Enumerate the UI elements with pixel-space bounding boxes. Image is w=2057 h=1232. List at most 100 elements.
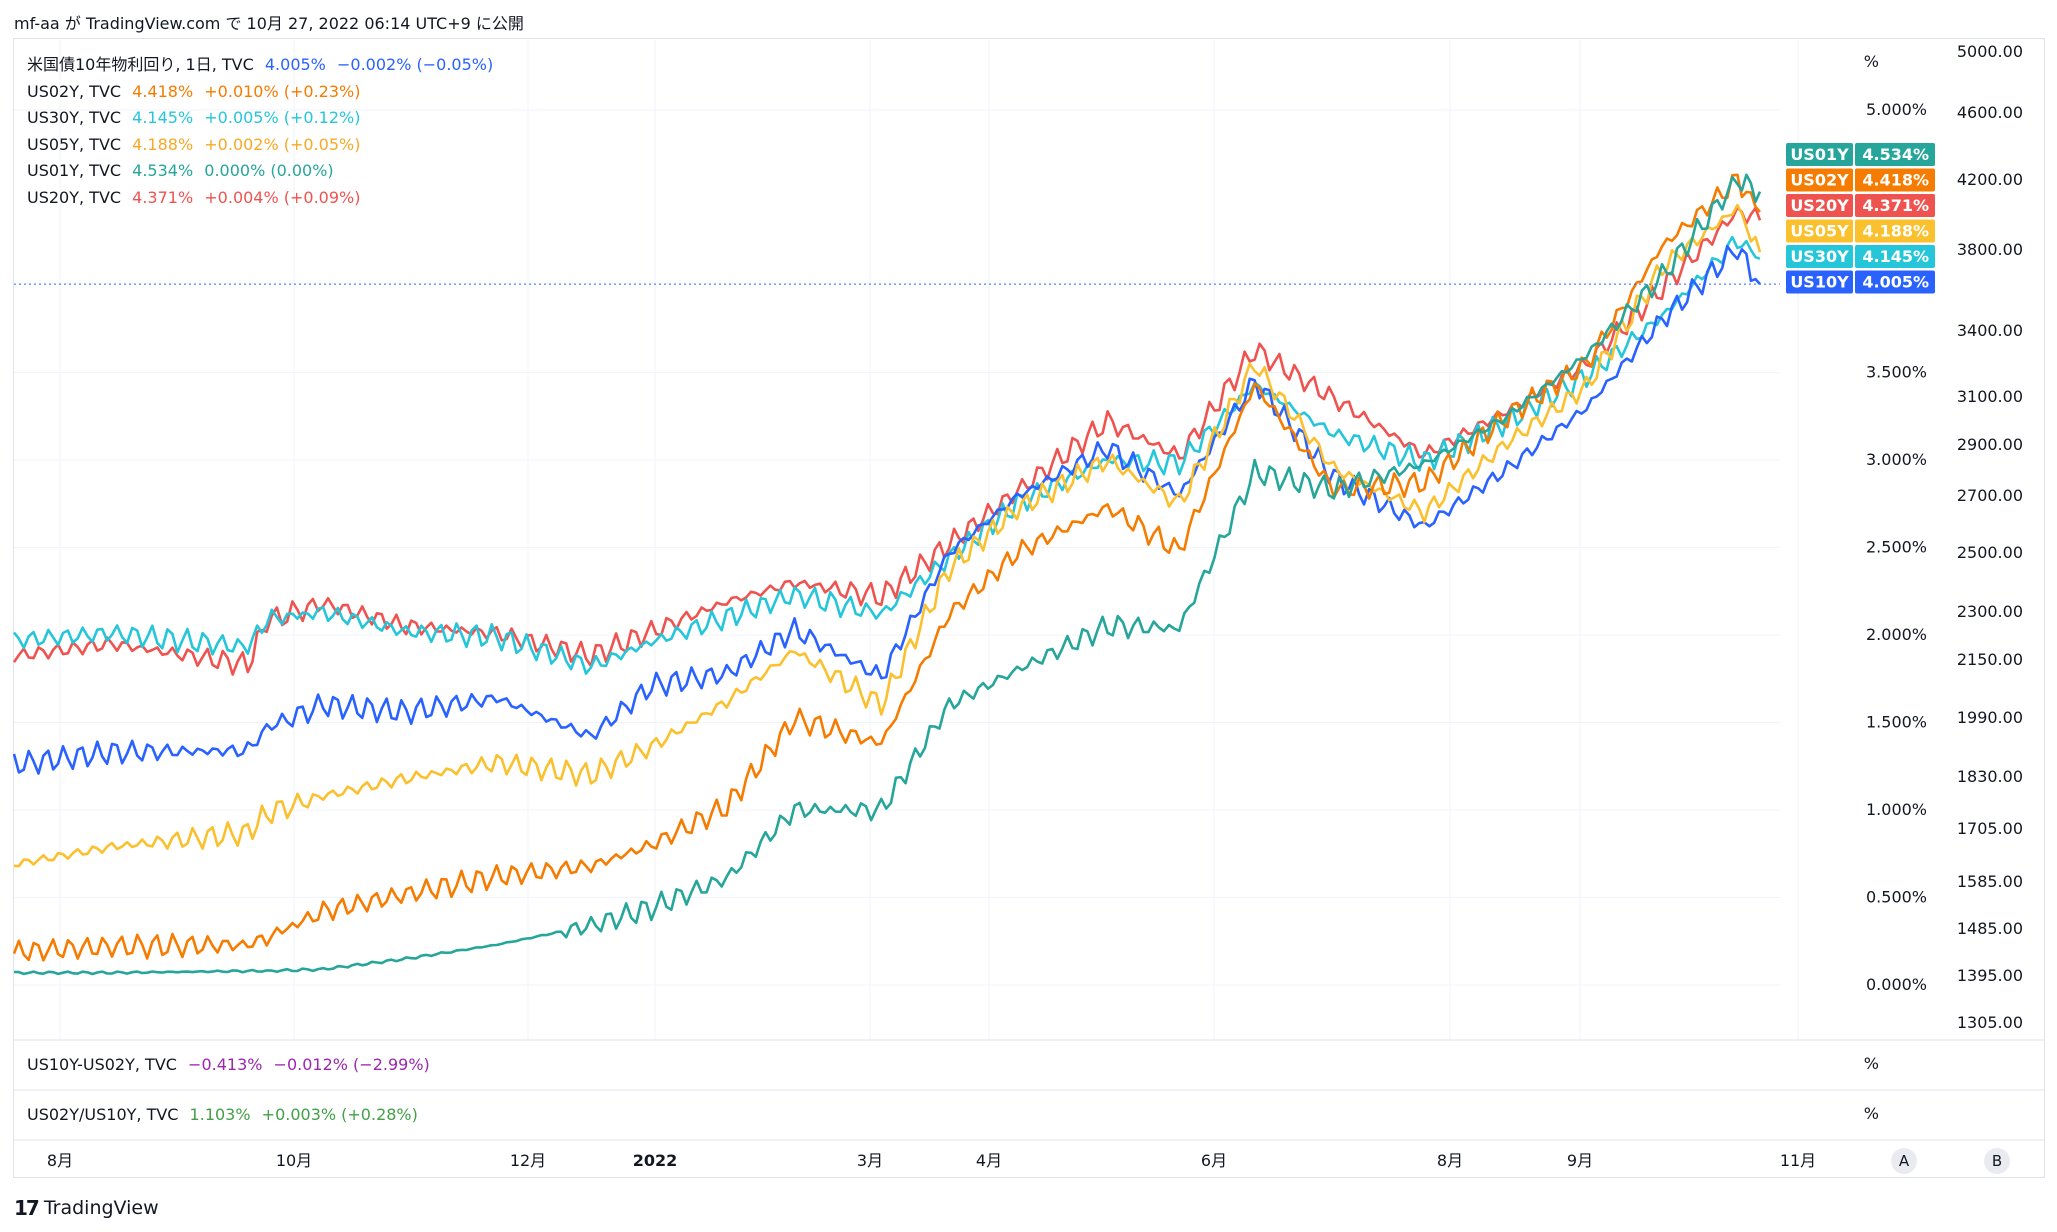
b-scale-button[interactable]: B [1984,1148,2010,1174]
price-tick-label: 1585.00 [1957,872,2023,891]
series-line-us05y [13,203,1762,868]
pct-tick-label: 2.500% [1866,538,1927,557]
price-tag-box [1786,270,1853,294]
price-tag-name: US20Y [1790,196,1849,215]
legend-row-us10y[interactable]: 米国債10年物利回り, 1日, TVC 4.005% −0.002% (−0.0… [27,52,493,79]
price-tag-us02y: US02Y 4.418% [1786,168,1935,192]
time-axis[interactable]: 8月 10月 12月 2022 3月 4月 6月 8月 9月 11月 [47,1151,1816,1170]
price-tick-label: 2150.00 [1957,650,2023,669]
legend-value: 4.145% [132,108,194,127]
time-tick-label: 4月 [976,1151,1002,1170]
price-tag-name: US05Y [1790,222,1849,241]
price-tick-label: 4600.00 [1957,103,2023,122]
price-tick-label: 3800.00 [1957,240,2023,259]
price-tag-box [1855,168,1935,192]
price-tick-label: 1485.00 [1957,919,2023,938]
time-tick-label: 10月 [276,1151,312,1170]
pct-tick-label: 3.500% [1866,363,1927,382]
price-tag-box [1786,168,1853,192]
price-tag-value: 4.371% [1862,196,1929,215]
legend-name: 米国債10年物利回り, 1日, TVC [27,55,254,74]
time-tick-label: 9月 [1567,1151,1593,1170]
price-tag-box [1855,143,1935,166]
publish-line: mf-aa が TradingView.com で 10月 27, 2022 0… [14,14,524,33]
price-tick-label: 5000.00 [1957,42,2023,61]
price-tag-box [1855,245,1935,268]
main-legend: 米国債10年物利回り, 1日, TVC 4.005% −0.002% (−0.0… [27,52,493,211]
tradingview-logo-text: TradingView [43,1197,159,1219]
spread-name: US10Y-US02Y, TVC [27,1055,177,1074]
pct-tick-label: 0.000% [1866,975,1927,994]
price-tag-name: US02Y [1790,171,1849,190]
series-lines [12,173,1762,976]
price-tag-us30y: US30Y 4.145% [1786,245,1935,268]
price-tick-label: 2700.00 [1957,486,2023,505]
legend-value: 4.418% [132,81,194,101]
legend-row-us30y[interactable]: US30Y, TVC 4.145% +0.005% (+0.12%) [27,105,493,132]
legend-change: 0.000% (0.00%) [204,161,334,180]
pct-tick-label: 5.000% [1866,100,1927,119]
legend-change: +0.005% (+0.12%) [204,108,361,127]
pct-tick-label: 2.000% [1866,625,1927,644]
time-tick-label: 6月 [1201,1151,1227,1170]
price-axis[interactable]: 5000.00 4600.00 4200.00 3800.00 3400.00 3100.… [1957,42,2023,1032]
chart-frame [13,38,2045,1178]
price-tick-label: 3400.00 [1957,321,2023,340]
spread-pane-unit: % [1863,1054,1879,1073]
legend-row-us01y[interactable]: US01Y, TVC 4.534% 0.000% (0.00%) [27,158,493,185]
legend-name: US02Y, TVC [27,81,122,101]
price-tag-box [1786,245,1853,268]
time-tick-label: 8月 [47,1151,73,1170]
pct-tick-label: 0.500% [1866,888,1927,907]
ratio-value: 1.103% [189,1105,251,1124]
price-tick-label: 1990.00 [1957,708,2023,727]
pct-tick-label: 1.500% [1866,713,1927,732]
legend-row-us02y[interactable]: US02Y, TVC 4.418% +0.010% (+0.23%) [27,79,493,106]
price-tag-box [1855,194,1935,217]
price-tag-value: 4.145% [1862,247,1929,266]
spread-pane-legend[interactable]: US10Y-US02Y, TVC −0.413% −0.012% (−2.99%… [27,1055,430,1074]
time-tick-label: 11月 [1780,1151,1816,1170]
ratio-pane-unit: % [1863,1104,1879,1123]
price-tag-value: 4.534% [1862,145,1929,164]
series-line-us10y [12,245,1761,775]
price-tag-us05y: US05Y 4.188% [1786,219,1935,243]
price-tag-us01y: US01Y 4.534% [1786,143,1935,166]
tradingview-logo[interactable]: 17 TradingView [14,1196,159,1220]
price-tag-box [1786,143,1853,166]
pct-tick-label: 3.000% [1866,450,1927,469]
legend-row-us20y[interactable]: US20Y, TVC 4.371% +0.004% (+0.09%) [27,185,493,212]
price-tag-box [1855,270,1935,294]
time-tick-label: 3月 [857,1151,883,1170]
ratio-pane-legend[interactable]: US02Y/US10Y, TVC 1.103% +0.003% (+0.28%) [27,1105,418,1124]
legend-name: US20Y, TVC [27,187,122,207]
auto-scale-button[interactable]: A [1891,1148,1917,1174]
legend-name: US05Y, TVC [27,134,122,154]
spread-change: −0.012% (−2.99%) [273,1055,430,1074]
series-line-us20y [12,206,1762,676]
price-tag-name: US10Y [1790,273,1849,292]
time-tick-label: 2022 [633,1151,678,1170]
ratio-change: +0.003% (+0.28%) [261,1105,418,1124]
price-tick-label: 2900.00 [1957,435,2023,454]
legend-value: 4.188% [132,134,194,154]
price-tick-label: 2300.00 [1957,602,2023,621]
price-tick-label: 3100.00 [1957,387,2023,406]
legend-change: +0.004% (+0.09%) [204,187,361,207]
legend-name: US30Y, TVC [27,108,122,127]
legend-value: 4.371% [132,187,194,207]
price-tag-name: US30Y [1790,247,1849,266]
price-tag-name: US01Y [1790,145,1849,164]
time-tick-label: 8月 [1437,1151,1463,1170]
price-tag-value: 4.418% [1862,171,1929,190]
series-line-us01y [13,173,1762,976]
percent-axis: 5.000% 3.500% 3.000% 2.500% 2.000% 1.500% 1.00… [1866,100,1927,994]
price-tag-box [1786,219,1853,243]
price-tag-value: 4.188% [1862,222,1929,241]
ratio-name: US02Y/US10Y, TVC [27,1105,179,1124]
legend-name: US01Y, TVC [27,161,122,180]
legend-row-us05y[interactable]: US05Y, TVC 4.188% +0.002% (+0.05%) [27,132,493,159]
spread-value: −0.413% [188,1055,263,1074]
price-tick-label: 4200.00 [1957,170,2023,189]
